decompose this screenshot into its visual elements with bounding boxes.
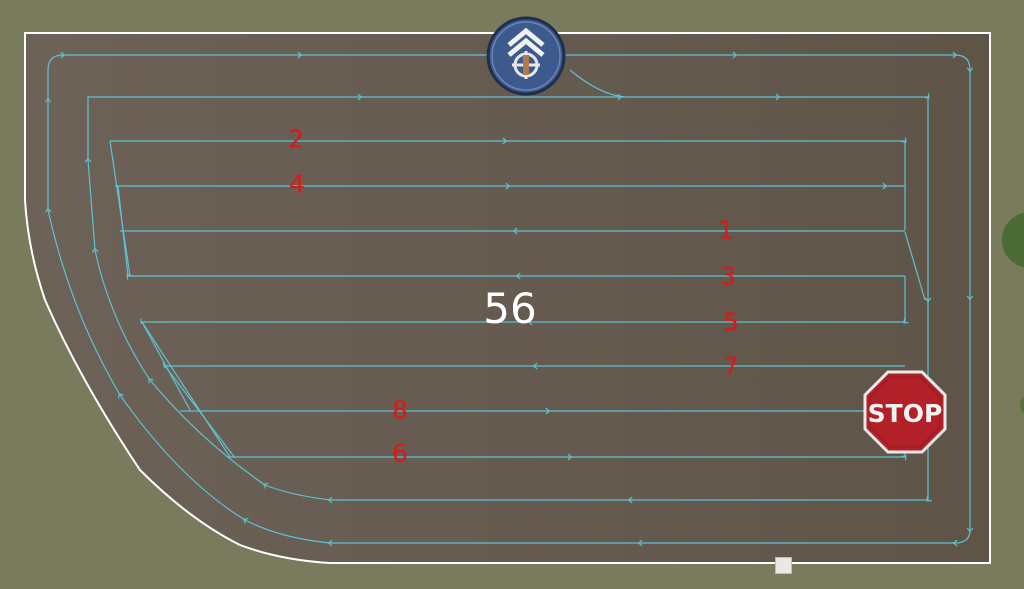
- square-handle-icon[interactable]: [775, 557, 792, 574]
- lane-number-5: 5: [723, 307, 739, 337]
- lane-number-6: 6: [392, 438, 408, 468]
- start-arrow-icon[interactable]: [485, 15, 567, 97]
- stop-sign-icon[interactable]: STOP: [863, 370, 947, 454]
- field-number: 56: [483, 284, 537, 333]
- lane-number-1: 1: [718, 215, 734, 245]
- course-path: [48, 55, 970, 543]
- lane-number-7: 7: [723, 351, 739, 381]
- lane-number-3: 3: [720, 261, 736, 291]
- grass-bush: [1002, 212, 1024, 268]
- lane-number-8: 8: [392, 395, 408, 425]
- lane-number-2: 2: [288, 124, 304, 154]
- stop-label: STOP: [868, 399, 943, 428]
- lane-number-4: 4: [289, 169, 305, 199]
- grass-bush: [1020, 397, 1024, 413]
